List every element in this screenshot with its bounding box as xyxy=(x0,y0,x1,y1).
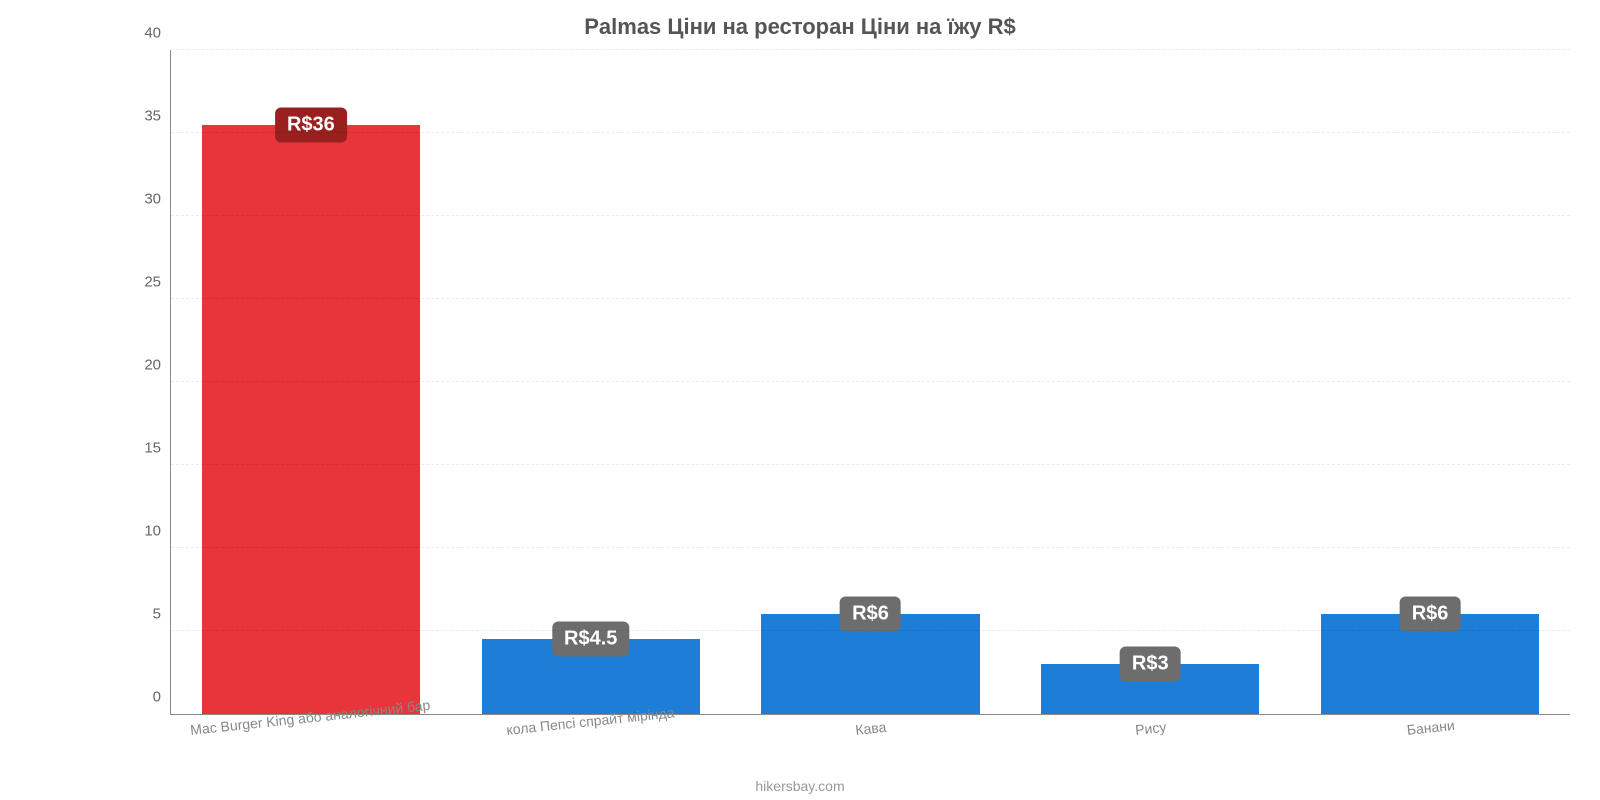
attribution-text: hikersbay.com xyxy=(0,778,1600,794)
bar-value-badge: R$6 xyxy=(1400,597,1461,632)
bar: R$3 xyxy=(1041,664,1259,714)
y-tick-label: 5 xyxy=(153,606,171,623)
bar: R$36 xyxy=(202,125,420,714)
gridline xyxy=(171,381,1570,382)
y-tick-label: 15 xyxy=(144,440,171,457)
bar-value-badge: R$4.5 xyxy=(552,622,629,657)
gridline xyxy=(171,298,1570,299)
bars-container: R$36 R$4.5 R$6 R$3 R$6 xyxy=(171,50,1570,714)
gridline xyxy=(171,630,1570,631)
y-tick-label: 20 xyxy=(144,357,171,374)
y-tick-label: 25 xyxy=(144,274,171,291)
gridline xyxy=(171,464,1570,465)
bar-slot: R$4.5 xyxy=(451,50,731,714)
x-label-slot: Мас Burger King або аналогічний бар xyxy=(170,716,450,776)
gridline xyxy=(171,215,1570,216)
chart-title: Palmas Ціни на ресторан Ціни на їжу R$ xyxy=(0,14,1600,40)
bar-chart: Palmas Ціни на ресторан Ціни на їжу R$ R… xyxy=(0,0,1600,800)
x-axis-label: Рису xyxy=(1134,719,1167,738)
y-tick-label: 0 xyxy=(153,689,171,706)
x-axis-label: Кава xyxy=(854,719,887,738)
bar-slot: R$36 xyxy=(171,50,451,714)
gridline xyxy=(171,547,1570,548)
plot-area: R$36R$4.5R$6R$3R$6 0510152025303540 xyxy=(170,50,1570,715)
bar-slot: R$3 xyxy=(1010,50,1290,714)
y-tick-label: 30 xyxy=(144,191,171,208)
bar-value-badge: R$36 xyxy=(275,107,347,142)
x-label-slot: Банани xyxy=(1290,716,1570,776)
y-tick-label: 40 xyxy=(144,25,171,42)
bar-value-badge: R$6 xyxy=(840,597,901,632)
x-label-slot: кола Пепсі спрайт мірінда xyxy=(450,716,730,776)
x-axis-labels: Мас Burger King або аналогічний баркола … xyxy=(170,716,1570,776)
x-label-slot: Рису xyxy=(1010,716,1290,776)
gridline xyxy=(171,49,1570,50)
gridline xyxy=(171,132,1570,133)
bar-slot: R$6 xyxy=(1290,50,1570,714)
bar: R$4.5 xyxy=(482,639,700,714)
bar-slot: R$6 xyxy=(731,50,1011,714)
x-axis-label: Банани xyxy=(1406,717,1455,738)
x-label-slot: Кава xyxy=(730,716,1010,776)
bar-value-badge: R$3 xyxy=(1120,647,1181,682)
y-tick-label: 35 xyxy=(144,108,171,125)
y-tick-label: 10 xyxy=(144,523,171,540)
